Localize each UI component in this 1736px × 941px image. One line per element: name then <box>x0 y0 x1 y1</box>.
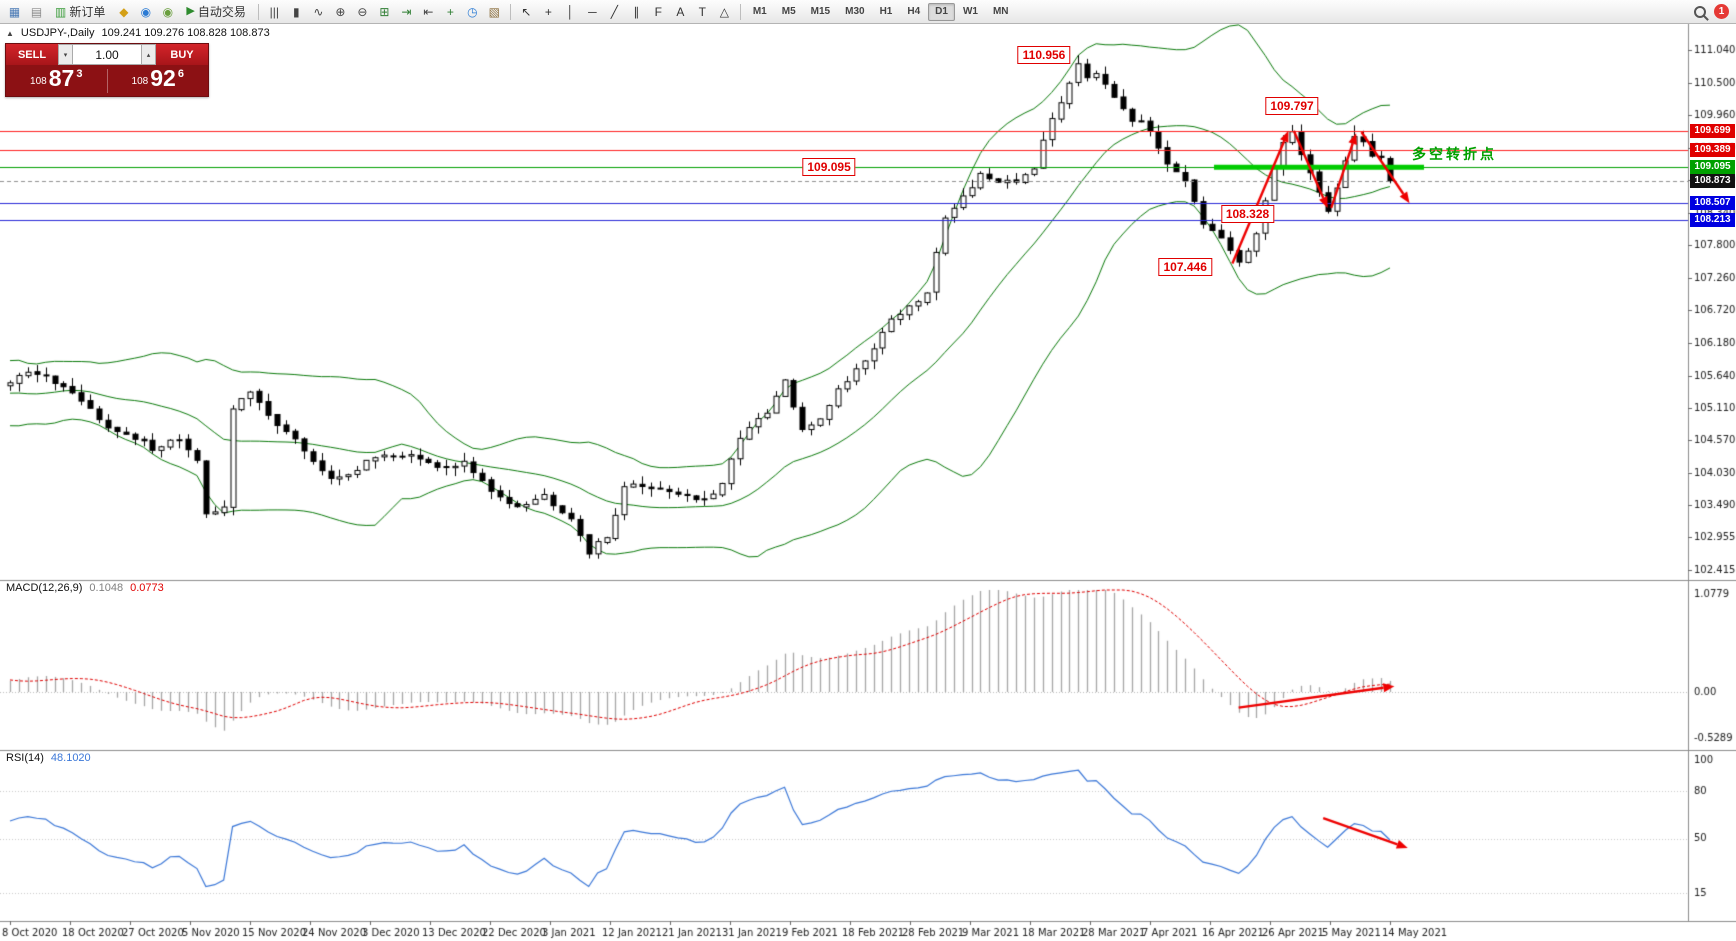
price-annotation-108.328: 108.328 <box>1220 204 1275 223</box>
metaeditor-icon[interactable]: ◆ <box>113 2 134 22</box>
autotrading-icon: ▶ <box>186 5 195 17</box>
price-annotation-109.095: 109.095 <box>802 158 856 177</box>
signals-icon[interactable]: ◉ <box>157 2 178 22</box>
sell-price[interactable]: 108 87 3 <box>6 65 107 92</box>
autotrading-button[interactable]: ▶ 自动交易 <box>179 2 252 22</box>
templates-icon[interactable]: ▧ <box>484 2 505 22</box>
price-divider <box>106 68 108 93</box>
new-chart-window-icon[interactable]: ▦ <box>4 2 25 22</box>
timeframe-h4-button[interactable]: H4 <box>900 3 927 21</box>
macd-name: MACD(12,26,9) <box>6 582 83 594</box>
autotrading-label: 自动交易 <box>197 4 246 19</box>
rsi-name: RSI(14) <box>6 752 44 764</box>
axis-price-label-109.095: 109.095 <box>1690 160 1735 175</box>
shapes-icon[interactable]: △ <box>714 2 735 22</box>
buy-price-base: 108 <box>131 76 149 87</box>
macd-indicator-label: MACD(12,26,9) 0.1048 0.0773 <box>6 582 164 594</box>
price-annotation-107.446: 107.446 <box>1158 257 1212 276</box>
search-icon[interactable] <box>1694 5 1706 18</box>
macd-main-value: 0.1048 <box>89 582 124 594</box>
cursor-icon[interactable]: ↖ <box>516 2 537 22</box>
axis-price-label-109.699: 109.699 <box>1690 123 1735 138</box>
buy-price-point: 6 <box>177 68 184 80</box>
label-icon[interactable]: T <box>692 2 713 22</box>
axis-price-label-108.873: 108.873 <box>1690 173 1735 188</box>
trade-panel-controls: SELL ▾ ▴ BUY <box>6 44 208 65</box>
tile-windows-icon[interactable]: ⊞ <box>374 2 395 22</box>
volume-decrease-button[interactable]: ▾ <box>58 44 73 65</box>
file-toolbar-group: ▦ ▤ <box>4 2 47 22</box>
sell-price-point: 3 <box>76 68 83 80</box>
notification-badge[interactable]: 1 <box>1714 4 1729 19</box>
new-order-label: 新订单 <box>69 4 106 19</box>
chart-area: ▲ USDJPY-,Daily 109.241 109.276 108.828 … <box>0 24 1736 941</box>
timeframe-toolbar: M1 M5 M15 M30 H1 H4 D1 W1 MN <box>746 2 1016 21</box>
candlestick-icon[interactable]: ▮ <box>286 2 307 22</box>
new-order-button[interactable]: ▥ 新订单 <box>48 2 112 22</box>
buy-price[interactable]: 108 92 6 <box>108 65 209 92</box>
new-order-icon: ▥ <box>55 4 67 19</box>
toolbar-separator <box>739 3 741 20</box>
timeframe-d1-button[interactable]: D1 <box>928 2 955 21</box>
chart-shift-icon[interactable]: ⇤ <box>418 2 439 22</box>
draw-tools-group: ↖ + │ ─ ╱ ∥ F A T △ <box>516 2 735 22</box>
buy-price-pips: 92 <box>150 65 176 92</box>
volume-increase-button[interactable]: ▴ <box>141 44 156 65</box>
price-annotation-110.956: 110.956 <box>1017 46 1071 65</box>
apps-toolbar-group: ◆ ◉ ◉ <box>113 2 178 22</box>
zoom-out-icon[interactable]: ⊖ <box>352 2 373 22</box>
trendline-icon[interactable]: ╱ <box>604 2 625 22</box>
chart-tools-group: ||| ▮ ∿ ⊕ ⊖ ⊞ ⇥ ⇤ + ◷ ▧ <box>264 2 505 22</box>
ohlc-values: 109.241 109.276 108.828 108.873 <box>101 27 270 39</box>
sell-price-base: 108 <box>30 76 47 87</box>
profiles-icon[interactable]: ▤ <box>26 2 47 22</box>
sell-price-pips: 87 <box>48 65 75 92</box>
periods-icon[interactable]: ◷ <box>462 2 483 22</box>
macd-signal-value: 0.0773 <box>130 582 164 594</box>
timeframe-m15-button[interactable]: M15 <box>804 3 837 21</box>
zoom-in-icon[interactable]: ⊕ <box>330 2 351 22</box>
toolbar-right-group: 1 <box>1694 4 1732 19</box>
sell-button[interactable]: SELL <box>6 44 58 65</box>
pivot-point-label: 多空转折点 <box>1412 146 1497 162</box>
rsi-value: 48.1020 <box>50 752 91 764</box>
timeframe-w1-button[interactable]: W1 <box>956 3 985 21</box>
indicators-icon[interactable]: + <box>440 2 461 22</box>
vertical-line-icon[interactable]: │ <box>560 2 581 22</box>
bars-icon[interactable]: ||| <box>264 2 285 22</box>
volume-input[interactable] <box>73 44 141 65</box>
toolbar-separator <box>509 3 511 20</box>
auto-scroll-icon[interactable]: ⇥ <box>396 2 417 22</box>
axis-price-label-108.213: 108.213 <box>1690 213 1735 228</box>
timeframe-h1-button[interactable]: H1 <box>873 3 900 21</box>
rsi-indicator-label: RSI(14) 48.1020 <box>6 752 91 764</box>
one-click-trading-panel: SELL ▾ ▴ BUY 108 87 3 108 92 6 <box>5 43 209 97</box>
channel-icon[interactable]: ∥ <box>626 2 647 22</box>
symbol-icon: ▲ <box>6 28 14 38</box>
timeframe-mn-button[interactable]: MN <box>986 3 1016 21</box>
toolbar-separator <box>257 3 259 20</box>
market-icon[interactable]: ◉ <box>135 2 156 22</box>
main-toolbar: ▦ ▤ ▥ 新订单 ◆ ◉ ◉ ▶ 自动交易 ||| ▮ ∿ ⊕ ⊖ ⊞ ⇥ ⇤ + ◷ ▧ ↖ + │ ─ ╱ ∥… <box>0 0 1736 24</box>
fibonacci-icon[interactable]: F <box>648 2 669 22</box>
chevron-down-icon: ▾ <box>63 51 68 59</box>
crosshair-icon[interactable]: + <box>538 2 559 22</box>
horizontal-line-icon[interactable]: ─ <box>582 2 603 22</box>
timeframe-m1-button[interactable]: M1 <box>746 3 774 21</box>
trade-panel-prices: 108 87 3 108 92 6 <box>6 65 208 96</box>
line-chart-icon[interactable]: ∿ <box>308 2 329 22</box>
price-annotation-109.797: 109.797 <box>1265 96 1319 115</box>
axis-price-label-108.507: 108.507 <box>1690 195 1735 210</box>
chevron-up-icon: ▴ <box>146 51 151 59</box>
timeframe-m5-button[interactable]: M5 <box>775 3 803 21</box>
timeframe-m30-button[interactable]: M30 <box>838 3 871 21</box>
buy-button[interactable]: BUY <box>156 44 208 65</box>
chart-info: ▲ USDJPY-,Daily 109.241 109.276 108.828 … <box>6 27 270 39</box>
axis-price-label-109.389: 109.389 <box>1690 142 1735 157</box>
symbol-label: USDJPY-,Daily <box>20 27 95 39</box>
text-icon[interactable]: A <box>670 2 691 22</box>
price-chart-canvas[interactable] <box>0 24 1736 941</box>
